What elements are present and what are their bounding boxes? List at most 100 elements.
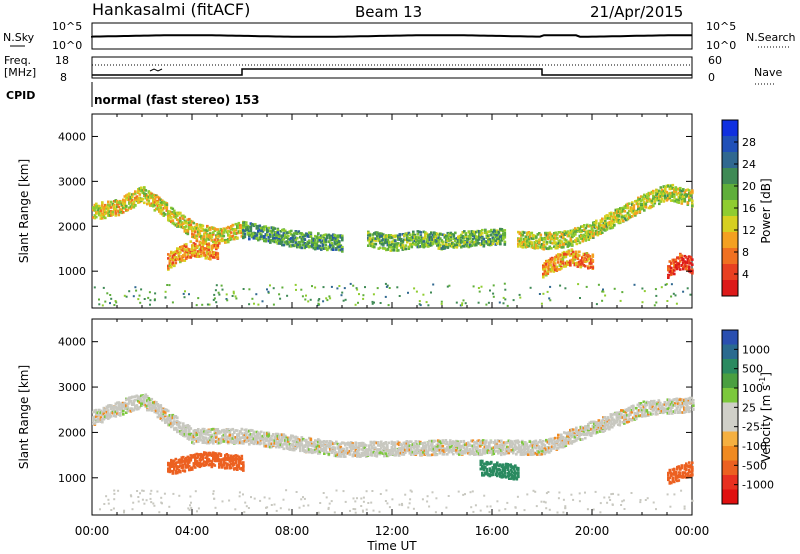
echo-cell: [368, 242, 372, 246]
echo-cell: [213, 238, 217, 242]
echo-cell: [350, 445, 353, 448]
echo-cell: [524, 241, 528, 245]
echo-cell: [670, 283, 673, 286]
echo-cell: [116, 201, 119, 205]
echo-cell: [219, 238, 223, 242]
echo-cell: [542, 247, 546, 251]
echo-cell: [326, 236, 329, 240]
echo-cell: [497, 240, 501, 243]
echo-cell: [186, 253, 190, 256]
echo-cell: [206, 429, 209, 432]
echo-cell: [679, 193, 682, 197]
echo-cell: [120, 410, 124, 413]
echo-cell: [138, 198, 142, 201]
echo-cell: [321, 234, 325, 238]
echo-cell: [167, 423, 170, 426]
echo-cell: [392, 246, 396, 249]
echo-cell: [183, 215, 187, 219]
echo-cell: [558, 268, 562, 271]
echo-cell: [326, 299, 329, 302]
echo-cell: [272, 287, 275, 290]
echo-cell: [376, 287, 379, 290]
echo-cell: [336, 453, 340, 456]
echo-cell: [153, 198, 157, 201]
echo-cell: [619, 209, 622, 213]
echo-cell: [383, 445, 386, 448]
echo-cell: [665, 196, 669, 200]
echo-cell: [95, 202, 98, 206]
echo-cell: [284, 439, 287, 442]
echo-cell: [332, 449, 335, 453]
echo-cell: [327, 240, 331, 244]
echo-cell: [113, 208, 116, 211]
echo-cell: [375, 448, 379, 451]
echo-cell: [342, 441, 346, 445]
echo-cell: [296, 442, 299, 446]
echo-cell: [539, 233, 543, 237]
echo-cell: [270, 231, 274, 235]
echo-cell: [399, 451, 403, 455]
echo-cell: [186, 437, 190, 440]
echo-cell: [563, 242, 567, 246]
echo-cell: [168, 421, 172, 424]
echo-cell: [102, 215, 106, 219]
echo-cell: [248, 288, 251, 291]
echo-cell: [104, 207, 107, 210]
echo-cell: [195, 227, 199, 230]
echo-cell: [206, 234, 209, 238]
echo-cell: [213, 293, 216, 296]
echo-cell: [311, 442, 314, 446]
echo-cell: [324, 247, 328, 250]
echo-cell: [165, 417, 169, 421]
echo-cell: [129, 407, 133, 410]
echo-cell: [683, 200, 687, 203]
echo-cell: [503, 231, 507, 235]
echo-cell: [557, 240, 561, 243]
echo-cell: [530, 244, 534, 248]
echo-cell: [653, 200, 657, 203]
echo-cell: [387, 451, 391, 454]
echo-cell: [194, 431, 197, 434]
echo-cell: [242, 229, 245, 232]
echo-cell: [487, 230, 490, 234]
echo-cell: [596, 226, 600, 230]
echo-cell: [674, 188, 678, 191]
echo-cell: [249, 225, 253, 229]
echo-cell: [464, 235, 468, 239]
echo-cell: [119, 411, 122, 415]
echo-cell: [173, 258, 176, 262]
echo-cell: [664, 189, 667, 192]
echo-cell: [159, 198, 163, 202]
echo-cell: [101, 212, 104, 216]
echo-cell: [293, 446, 296, 449]
echo-cell: [375, 441, 379, 445]
echo-cell: [466, 237, 469, 241]
echo-cell: [227, 233, 230, 236]
echo-cell: [164, 411, 167, 414]
echo-cell: [252, 442, 256, 446]
echo-cell: [155, 207, 158, 211]
echo-cell: [290, 434, 293, 438]
echo-cell: [176, 423, 179, 426]
echo-cell: [677, 262, 681, 265]
echo-cell: [673, 193, 676, 196]
echo-cell: [542, 240, 546, 244]
echo-cell: [177, 423, 181, 426]
echo-cell: [111, 213, 115, 216]
echo-cell: [201, 243, 205, 246]
echo-cell: [548, 268, 551, 271]
echo-cell: [273, 442, 277, 445]
echo-cell: [647, 194, 651, 197]
echo-cell: [526, 232, 529, 235]
echo-cell: [282, 229, 286, 232]
echo-cell: [380, 243, 384, 246]
echo-cell: [582, 259, 586, 262]
echo-cell: [113, 203, 116, 207]
echo-cell: [356, 455, 359, 458]
echo-cell: [314, 450, 317, 454]
echo-cell: [564, 252, 568, 256]
echo-cell: [179, 216, 182, 220]
echo-cell: [173, 415, 176, 418]
echo-cell: [658, 202, 661, 206]
echo-cell: [155, 196, 158, 199]
